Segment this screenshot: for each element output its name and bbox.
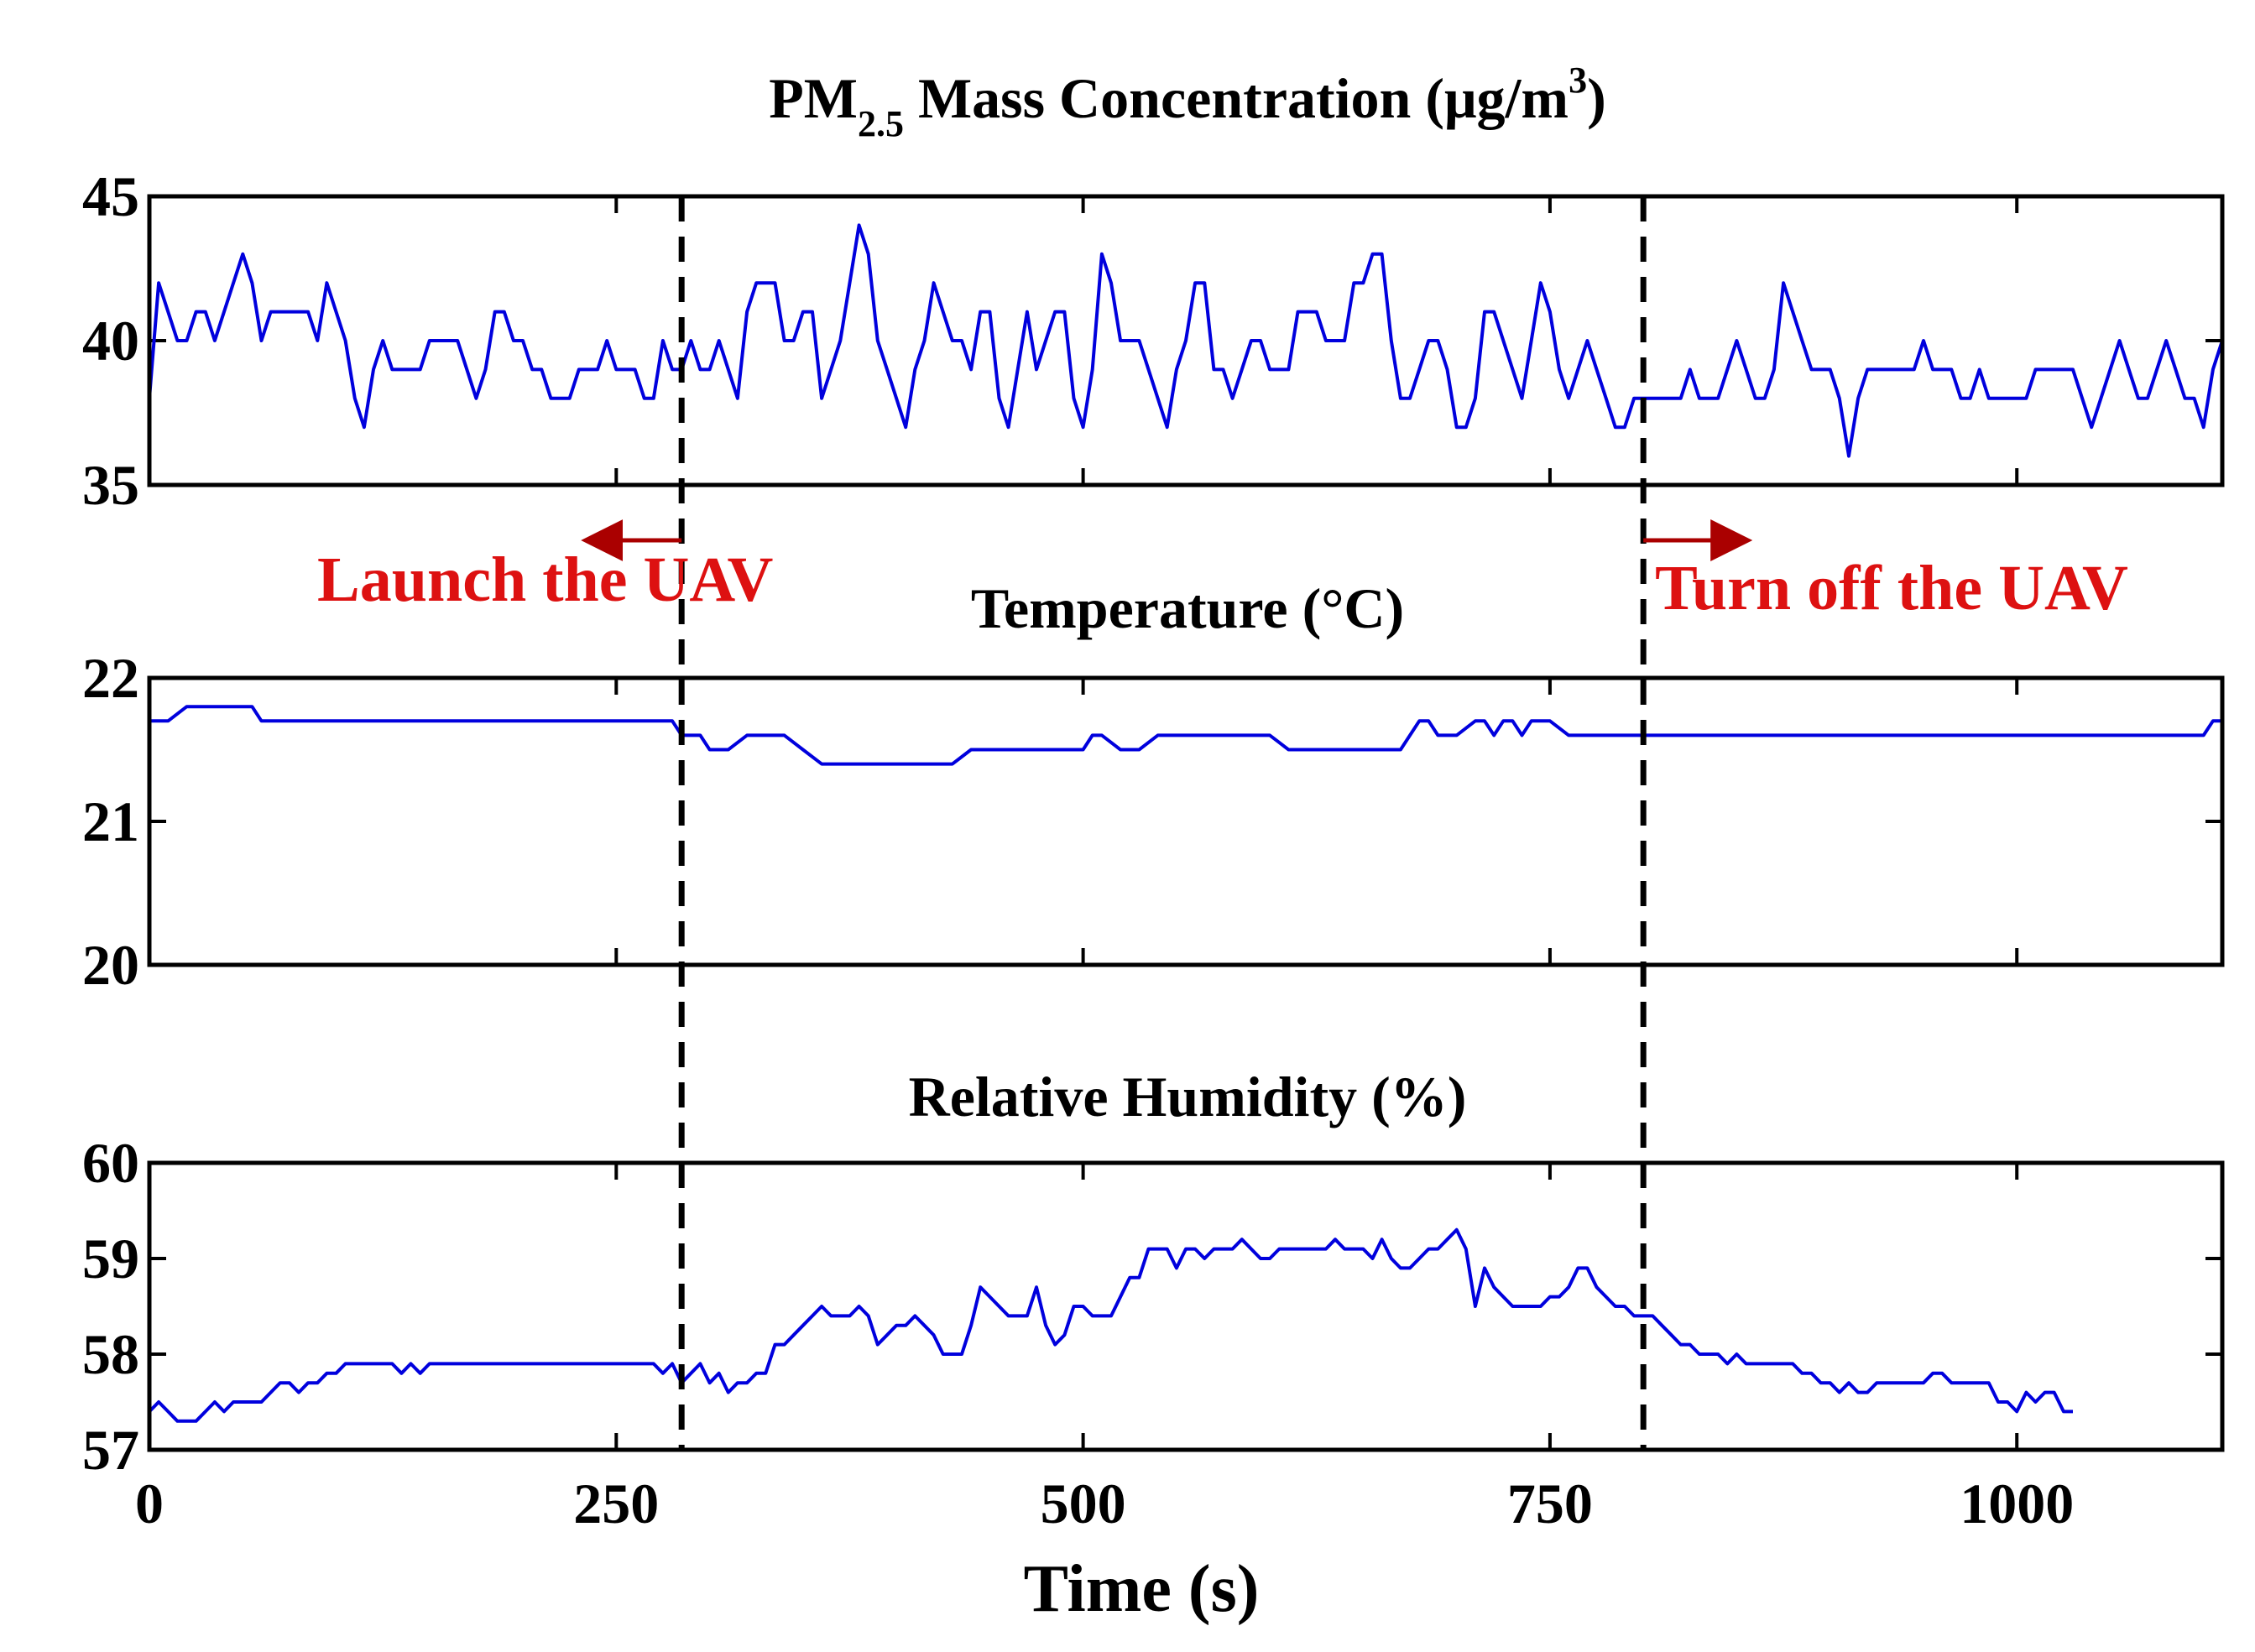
- launch-annotation: Launch the UAV: [317, 545, 774, 615]
- x-tick-label: 0: [135, 1472, 164, 1535]
- y-tick-label: 22: [82, 646, 139, 710]
- temperature-plot: 20 21 22: [82, 646, 2225, 997]
- series-line: [148, 223, 2224, 458]
- event-markers: Launch the UAV Turn off the UAV: [317, 196, 2128, 1450]
- humidity-title: Relative Humidity (%): [909, 1065, 1467, 1128]
- pm25-title: PM2.5 Mass Concentration (μg/m3): [769, 60, 1606, 144]
- y-tick-label: 45: [82, 164, 139, 228]
- temperature-title: Temperature (°C): [971, 576, 1404, 640]
- series-line: [148, 1227, 2073, 1423]
- x-tick-label: 500: [1041, 1472, 1126, 1535]
- y-tick-label: 40: [82, 309, 139, 373]
- x-tick-label: 250: [573, 1472, 659, 1535]
- y-tick-label: 35: [82, 453, 139, 517]
- y-tick-label: 58: [82, 1322, 139, 1386]
- series-line: [149, 705, 2222, 766]
- y-tick-label: 59: [82, 1227, 139, 1290]
- axes-frame: [147, 1160, 2225, 1452]
- axes-frame: [147, 675, 2225, 967]
- x-tick-label: 1000: [1960, 1472, 2074, 1535]
- y-tick-label: 20: [82, 933, 139, 997]
- x-axis-label: Time (s): [1024, 1552, 1260, 1626]
- pm25-plot: 35 40 45: [82, 164, 2225, 517]
- humidity-plot: 57 58 59 60 0 250 500 750 1000: [82, 1131, 2225, 1535]
- x-tick-label: 750: [1507, 1472, 1593, 1535]
- axes-frame: [147, 194, 2225, 487]
- y-tick-label: 57: [82, 1418, 139, 1482]
- y-tick-label: 21: [82, 790, 139, 853]
- turn-off-annotation: Turn off the UAV: [1655, 553, 2128, 623]
- y-tick-label: 60: [82, 1131, 139, 1195]
